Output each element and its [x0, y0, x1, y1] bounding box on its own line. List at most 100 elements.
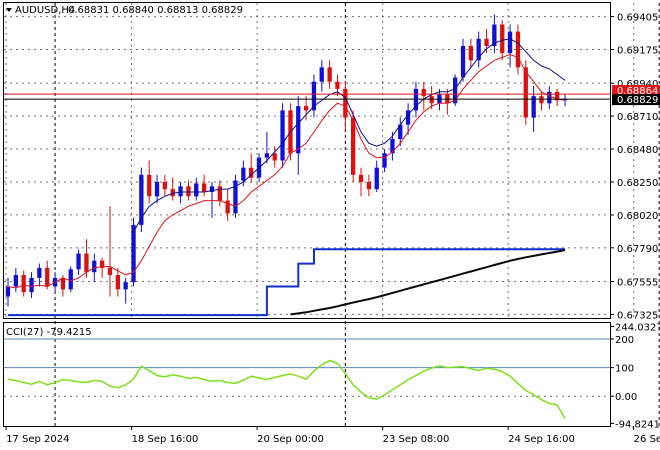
- candle-body: [107, 267, 113, 276]
- bear-candle: [366, 174, 371, 197]
- bear-candle: [515, 24, 521, 75]
- bear-candle: [186, 180, 191, 201]
- bull-candle: [382, 149, 387, 172]
- ohlc-values: 0.68831 0.68840 0.68813 0.68829: [68, 5, 243, 16]
- candle-body: [68, 269, 73, 290]
- time-tick-label: 26 Sep 00:00: [634, 434, 660, 445]
- bull-candle: [37, 263, 42, 287]
- candle-body: [76, 253, 81, 270]
- bear-candle: [351, 110, 356, 182]
- bull-candle: [319, 60, 324, 92]
- bear-candle: [429, 86, 434, 109]
- candle-body: [147, 174, 152, 197]
- bear-candle: [202, 174, 207, 197]
- bear-candle: [107, 206, 113, 297]
- candle-body: [358, 174, 364, 182]
- candle-body: [84, 253, 89, 273]
- bull-candle: [5, 277, 11, 307]
- candle-body: [523, 67, 528, 118]
- candle-body: [515, 31, 521, 68]
- candle-body: [92, 260, 97, 273]
- candle-body: [209, 186, 215, 192]
- bull-candle: [460, 38, 466, 82]
- candle-body: [21, 275, 26, 293]
- time-tick-label: 24 Sep 16:00: [508, 434, 575, 445]
- candle-body: [225, 200, 230, 214]
- symbol-dropdown-icon[interactable]: [6, 8, 12, 12]
- series-line-ma-fast: [7, 53, 566, 289]
- bear-candle: [100, 257, 105, 278]
- bull-candle: [547, 86, 552, 109]
- bear-candle: [115, 267, 120, 297]
- candle-body: [249, 167, 254, 178]
- cci-header: CCI(27) -79.4215: [6, 327, 92, 338]
- candle-body: [5, 286, 11, 297]
- candle-body: [555, 91, 560, 101]
- candle-body: [335, 81, 340, 89]
- candle-body: [374, 167, 379, 190]
- price-tick-label: 0.68940: [617, 79, 658, 90]
- symbol-timeframe: AUDUSD,H4: [15, 5, 75, 16]
- price-tick-label: 0.68020: [617, 211, 658, 222]
- svg-text:0.68864: 0.68864: [617, 86, 658, 97]
- bear-candle: [523, 60, 528, 125]
- candle-body: [272, 153, 277, 161]
- bull-candle: [311, 74, 317, 118]
- bull-candle: [76, 249, 81, 276]
- price-tick-label: 0.68480: [617, 145, 658, 156]
- candle-body: [194, 183, 199, 197]
- cci-line: [7, 359, 566, 420]
- series-line-ma-mid: [133, 38, 566, 233]
- candle-body: [29, 277, 34, 293]
- bear-candle: [555, 88, 560, 107]
- bull-candle: [280, 103, 285, 168]
- candle-body: [115, 275, 120, 290]
- series-line-trail-stop: [8, 248, 565, 317]
- candle-body: [178, 186, 183, 197]
- candle-body: [45, 267, 50, 287]
- candle-body: [60, 277, 66, 290]
- bear-candle: [335, 74, 340, 97]
- candle-body: [421, 88, 426, 97]
- red-price-badge: 0.68864: [612, 85, 660, 97]
- bull-candle: [68, 266, 73, 293]
- candle-body: [492, 24, 497, 46]
- candle-body: [398, 124, 403, 139]
- candle-body: [123, 282, 128, 290]
- candle-body: [468, 46, 473, 61]
- candle-body: [131, 224, 136, 283]
- time-tick-label: 23 Sep 08:00: [383, 434, 450, 445]
- cci-tick-label: 100: [615, 364, 634, 375]
- candle-body: [413, 88, 419, 111]
- candle-body: [186, 186, 191, 197]
- candle-body: [280, 110, 285, 161]
- candle-body: [343, 88, 348, 118]
- candle-body: [453, 77, 458, 104]
- moving-averages: [7, 38, 566, 289]
- candle-body: [327, 67, 332, 82]
- bear-candle: [304, 96, 309, 121]
- cci-tick-label: 200: [615, 335, 634, 346]
- candle-body: [476, 38, 481, 61]
- price-tick-label: 0.69405: [617, 13, 658, 24]
- candle-body: [562, 98, 568, 101]
- price-tick-label: 0.69175: [617, 46, 658, 57]
- bear-candle: [272, 146, 277, 168]
- bull-candle: [296, 96, 301, 175]
- bear-candle: [84, 239, 89, 278]
- bull-candle: [123, 277, 128, 304]
- bull-candle: [194, 177, 199, 201]
- bull-candle: [405, 103, 411, 135]
- bear-candle: [21, 270, 26, 297]
- candle-body: [37, 267, 42, 278]
- price-tick-label: 0.68710: [617, 112, 658, 123]
- time-tick-label: 17 Sep 2024: [6, 434, 69, 445]
- time-axis: 17 Sep 2024 18 Sep 16:00 20 Sep 00:00 23 Se…: [5, 426, 660, 445]
- session-separators: [54, 3, 660, 426]
- candle-body: [170, 189, 175, 197]
- cci-level-lines: [4, 338, 610, 397]
- bull-candle: [29, 272, 34, 298]
- cci-panel[interactable]: [3, 322, 611, 427]
- price-tick-label: 0.67325: [617, 310, 658, 321]
